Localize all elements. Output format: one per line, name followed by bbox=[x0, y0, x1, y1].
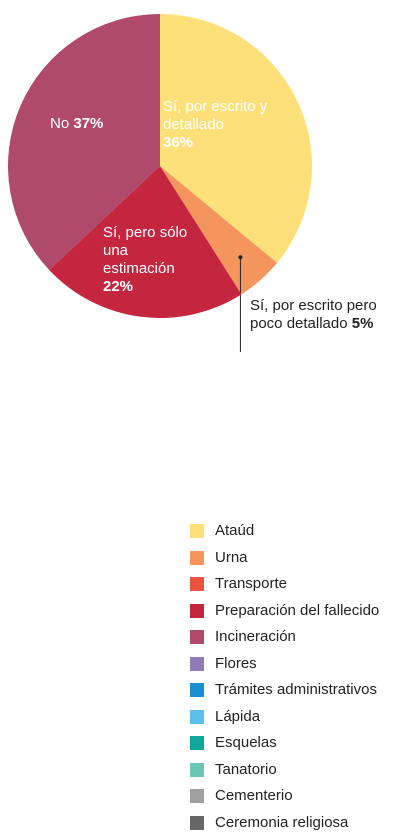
legend-label: Lápida bbox=[215, 707, 261, 725]
value-label: 22% bbox=[103, 278, 134, 295]
value-label: 37% bbox=[73, 115, 104, 132]
legend-swatch bbox=[190, 789, 204, 803]
legend-label: Transporte bbox=[215, 575, 287, 592]
slice-label: No 37% bbox=[50, 115, 150, 133]
pie-slice bbox=[160, 166, 278, 295]
legend-swatch bbox=[190, 577, 204, 591]
value-label: 36% bbox=[163, 134, 194, 151]
legend-label: Preparación del fallecido bbox=[215, 601, 380, 619]
legend-swatch bbox=[190, 683, 204, 697]
category-label: Sí, pero sólo una estimación bbox=[103, 224, 188, 277]
legend-swatch bbox=[190, 709, 204, 724]
legend-swatch bbox=[190, 656, 204, 671]
legend-label: Cementerio bbox=[215, 787, 293, 804]
pie-slice bbox=[49, 166, 242, 318]
legend-swatch bbox=[190, 603, 204, 618]
legend-swatch bbox=[190, 630, 204, 644]
slice-label: Sí, pero sólo una estimación 22% bbox=[103, 224, 193, 296]
legend-swatch bbox=[190, 524, 204, 538]
category-label: Sí, por escrito pero poco detallado bbox=[250, 297, 377, 332]
pie-slice bbox=[8, 14, 161, 271]
category-label: No bbox=[50, 115, 70, 132]
category-label: Sí, por escrito y detallado bbox=[163, 98, 268, 133]
legend-label: Incineración bbox=[215, 628, 296, 645]
legend-label: Esquelas bbox=[215, 734, 277, 751]
slice-label: Sí, por escrito pero poco detallado 5% bbox=[250, 297, 380, 333]
value-label: 5% bbox=[351, 315, 374, 332]
legend-label: Tanatorio bbox=[215, 760, 277, 778]
legend-swatch bbox=[190, 736, 204, 750]
legend-swatch bbox=[190, 550, 204, 565]
legend-label: Ceremonia religiosa bbox=[215, 813, 349, 831]
slice-label: Sí, por escrito y detallado 36% bbox=[163, 98, 293, 152]
legend-swatch bbox=[190, 815, 204, 830]
legend-label: Urna bbox=[215, 548, 248, 566]
legend-label: Flores bbox=[215, 654, 257, 672]
legend-swatch bbox=[190, 762, 204, 777]
legend-label: Ataúd bbox=[215, 522, 255, 539]
pie-slice bbox=[160, 14, 312, 263]
legend-label: Trámites administrativos bbox=[215, 681, 377, 698]
